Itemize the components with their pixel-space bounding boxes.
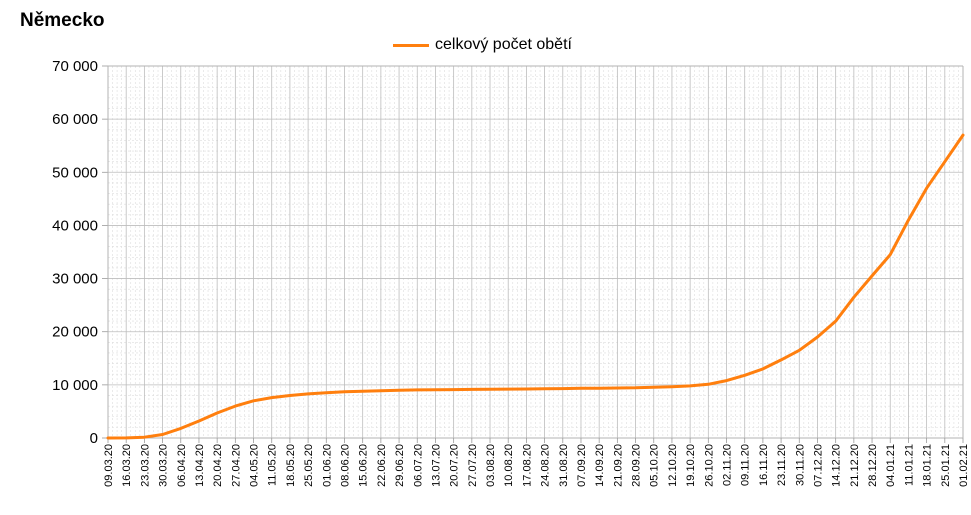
x-tick-label: 21.12.20 xyxy=(849,444,861,487)
y-tick-label: 50 000 xyxy=(52,164,98,181)
x-tick-label: 13.07.20 xyxy=(430,444,442,487)
x-tick-label: 12.10.20 xyxy=(667,444,679,487)
x-tick-label: 16.03.20 xyxy=(121,444,133,487)
x-tick-label: 10.08.20 xyxy=(503,444,515,487)
x-tick-label: 20.04.20 xyxy=(212,444,224,487)
x-tick-label: 23.03.20 xyxy=(139,444,151,487)
y-tick-label: 70 000 xyxy=(52,58,98,75)
x-tick-label: 18.05.20 xyxy=(285,444,297,487)
x-tick-label: 02.11.20 xyxy=(722,444,734,486)
x-tick-label: 31.08.20 xyxy=(558,444,570,487)
x-tick-label: 20.07.20 xyxy=(449,444,461,487)
x-tick-label: 27.07.20 xyxy=(467,444,479,487)
x-tick-label: 11.05.20 xyxy=(267,444,279,486)
x-tick-label: 03.08.20 xyxy=(485,444,497,487)
x-tick-label: 28.09.20 xyxy=(631,444,643,487)
x-tick-label: 06.07.20 xyxy=(412,444,424,487)
x-tick-label: 09.11.20 xyxy=(740,444,752,486)
y-tick-label: 10 000 xyxy=(52,377,98,394)
x-tick-label: 22.06.20 xyxy=(376,444,388,487)
x-tick-label: 14.09.20 xyxy=(594,444,606,487)
x-tick-label: 16.11.20 xyxy=(758,444,770,486)
x-tick-label: 08.06.20 xyxy=(339,444,351,487)
x-tick-label: 19.10.20 xyxy=(685,444,697,487)
y-tick-label: 30 000 xyxy=(52,271,98,288)
x-tick-label: 17.08.20 xyxy=(521,444,533,487)
x-tick-label: 09.03.20 xyxy=(103,444,115,487)
chart-title: Německo xyxy=(20,10,105,31)
x-tick-label: 30.11.20 xyxy=(794,444,806,486)
x-tick-label: 01.06.20 xyxy=(321,444,333,487)
x-tick-label: 25.05.20 xyxy=(303,444,315,487)
legend-swatch xyxy=(393,43,429,47)
x-tick-label: 05.10.20 xyxy=(649,444,661,487)
x-tick-label: 18.01.21 xyxy=(922,444,934,487)
x-tick-label: 27.04.20 xyxy=(230,444,242,487)
x-tick-label: 04.05.20 xyxy=(249,444,261,487)
y-tick-label: 60 000 xyxy=(52,111,98,128)
y-tick-label: 40 000 xyxy=(52,217,98,234)
x-tick-label: 25.01.21 xyxy=(940,444,952,487)
series-line xyxy=(106,133,965,440)
x-tick-label: 15.06.20 xyxy=(358,444,370,487)
x-tick-label: 24.08.20 xyxy=(540,444,552,487)
x-tick-label: 01.02.21 xyxy=(958,444,970,487)
x-tick-label: 29.06.20 xyxy=(394,444,406,487)
y-tick-label: 0 xyxy=(90,430,98,447)
x-tick-label: 28.12.20 xyxy=(867,444,879,487)
x-tick-label: 13.04.20 xyxy=(194,444,206,487)
legend: celkový počet obětí xyxy=(393,36,572,54)
x-tick-label: 06.04.20 xyxy=(176,444,188,487)
x-tick-label: 07.12.20 xyxy=(812,444,824,487)
x-tick-label: 11.01.21 xyxy=(903,444,915,486)
x-tick-label: 04.01.21 xyxy=(885,444,897,487)
x-tick-label: 23.11.20 xyxy=(776,444,788,486)
x-tick-label: 14.12.20 xyxy=(831,444,843,487)
x-tick-label: 07.09.20 xyxy=(576,444,588,487)
x-tick-label: 21.09.20 xyxy=(612,444,624,487)
legend-label: celkový počet obětí xyxy=(435,36,572,53)
x-tick-label: 26.10.20 xyxy=(703,444,715,487)
x-tick-label: 30.03.20 xyxy=(158,444,170,487)
y-tick-label: 20 000 xyxy=(52,324,98,341)
